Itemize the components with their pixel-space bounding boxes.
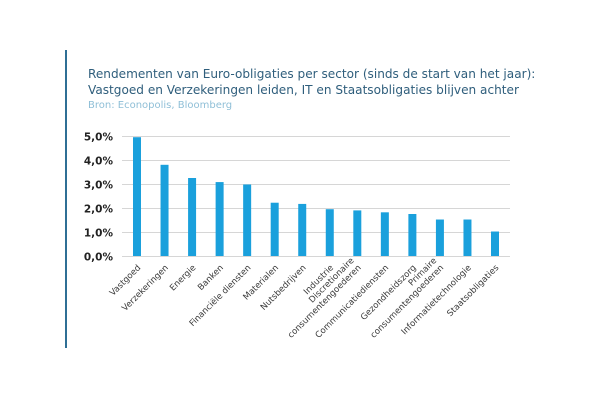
x-tick-label: Energie [168,263,198,293]
bar [491,231,499,256]
grid-lines [122,136,510,257]
chart-title-line-1: Rendementen van Euro-obligaties per sect… [88,67,536,81]
bar [298,203,307,256]
bar [243,184,252,256]
x-tick-label: Staatsobligaties [445,263,501,319]
bar [435,219,444,256]
bar [215,182,224,256]
bar [188,178,197,256]
bar [463,219,472,256]
x-axis-tick-labels: VastgoedVerzekeringenEnergieBankenFinanc… [108,256,502,340]
y-tick-label: 3,0% [84,180,114,192]
y-tick-label: 2,0% [84,204,114,216]
bar [133,137,141,256]
bar [408,214,417,256]
chart-header: Rendementen van Euro-obligaties per sect… [88,66,568,113]
bar [325,209,334,256]
bar [380,212,389,256]
y-tick-label: 1,0% [84,228,114,240]
bar [353,210,362,256]
bars [133,137,499,256]
y-tick-label: 4,0% [84,156,114,168]
y-tick-label: 0,0% [84,252,114,264]
accent-bar [65,50,67,348]
y-axis-tick-labels: 0,0% 1,0% 2,0% 3,0% 4,0% 5,0% [84,132,114,264]
bar [270,202,279,256]
bar [160,164,169,256]
y-tick-label: 5,0% [84,132,114,144]
chart-title-line-2: Vastgoed en Verzekeringen leiden, IT en … [88,83,519,97]
chart-source: Bron: Econopolis, Bloomberg [88,100,233,111]
